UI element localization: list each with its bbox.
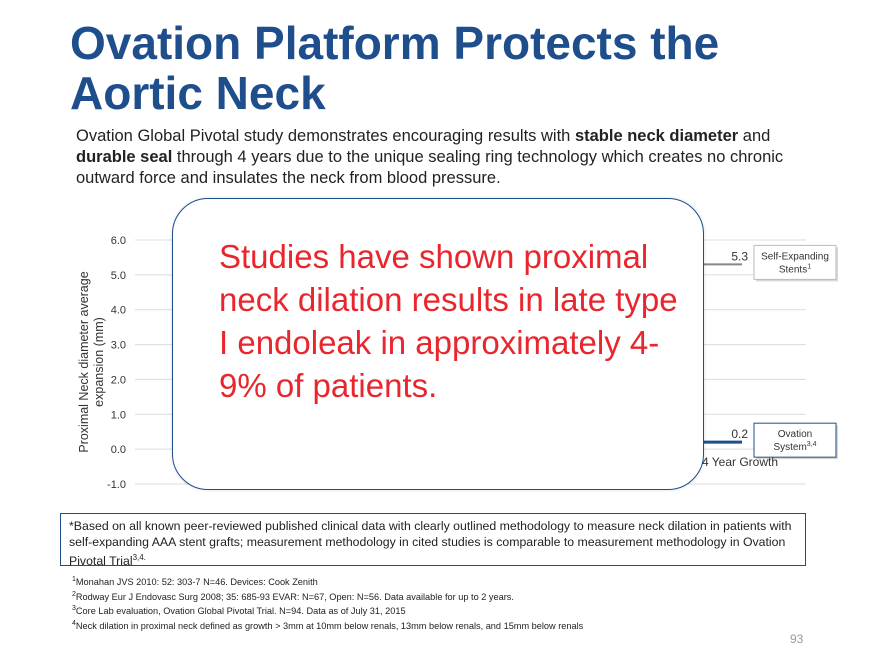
legend-label: Self-Expanding (761, 251, 829, 262)
summary-part-2: and (738, 127, 771, 145)
legend-box (753, 244, 837, 280)
x-category-label: 4 Year Growth (702, 455, 778, 469)
reference-number: 2 (72, 590, 76, 598)
page-number: 93 (790, 632, 804, 646)
data-label: 5.3 (731, 249, 748, 263)
reference-text: Neck dilation in proximal neck defined a… (75, 620, 584, 631)
reference-item: 4Neck dilation in proximal neck defined … (72, 618, 812, 633)
reference-number: 1 (72, 576, 76, 583)
callout-text: Studies have shown proximal neck dilatio… (219, 238, 678, 404)
footnote-box: *Based on all known peer-reviewed publis… (60, 513, 806, 569)
reference-number: 3 (72, 605, 76, 613)
summary-text: Ovation Global Pivotal study demonstrate… (76, 126, 826, 189)
legend-box (753, 422, 837, 458)
y-tick-label: 1.0 (111, 409, 126, 421)
legend-label: Ovation (778, 429, 812, 440)
footnote-text: *Based on all known peer-reviewed publis… (69, 519, 792, 569)
reference-text: Core Lab evaluation, Ovation Global Pivo… (75, 606, 406, 617)
callout-box: Studies have shown proximal neck dilatio… (172, 198, 704, 490)
y-tick-label: -1.0 (107, 479, 126, 491)
reference-text: Rodway Eur J Endovasc Surg 2008; 35: 685… (75, 591, 514, 602)
y-tick-label: 0.0 (111, 444, 126, 456)
summary-bold-2: durable seal (76, 148, 173, 166)
y-axis-label: expansion (mm) (92, 317, 106, 407)
legend-label: System3,4 (773, 441, 816, 453)
y-axis-label: Proximal Neck diameter average (77, 271, 91, 452)
page-title: Ovation Platform Protects the Aortic Nec… (70, 17, 720, 119)
reference-item: 3Core Lab evaluation, Ovation Global Piv… (72, 603, 812, 618)
summary-part-3: through 4 years due to the unique sealin… (76, 148, 784, 187)
reference-text: Monahan JVS 2010: 52: 303-7 N=46. Device… (75, 577, 318, 588)
y-tick-label: 2.0 (111, 374, 126, 386)
summary-part-1: Ovation Global Pivotal study demonstrate… (76, 127, 575, 145)
y-tick-label: 6.0 (111, 235, 126, 247)
summary-bold-1: stable neck diameter (574, 127, 739, 145)
reference-item: 2Rodway Eur J Endovasc Surg 2008; 35: 68… (72, 589, 812, 604)
reference-number: 4 (72, 619, 76, 627)
y-tick-label: 3.0 (111, 340, 126, 352)
footnote-sup: 3,4. (132, 553, 146, 562)
references: 1Monahan JVS 2010: 52: 303-7 N=46. Devic… (72, 574, 812, 632)
y-tick-label: 5.0 (111, 270, 126, 282)
legend-label: Stents1 (779, 263, 811, 275)
data-label: 0.2 (731, 427, 748, 441)
y-tick-label: 4.0 (111, 305, 126, 317)
reference-item: 1Monahan JVS 2010: 52: 303-7 N=46. Devic… (72, 574, 812, 589)
